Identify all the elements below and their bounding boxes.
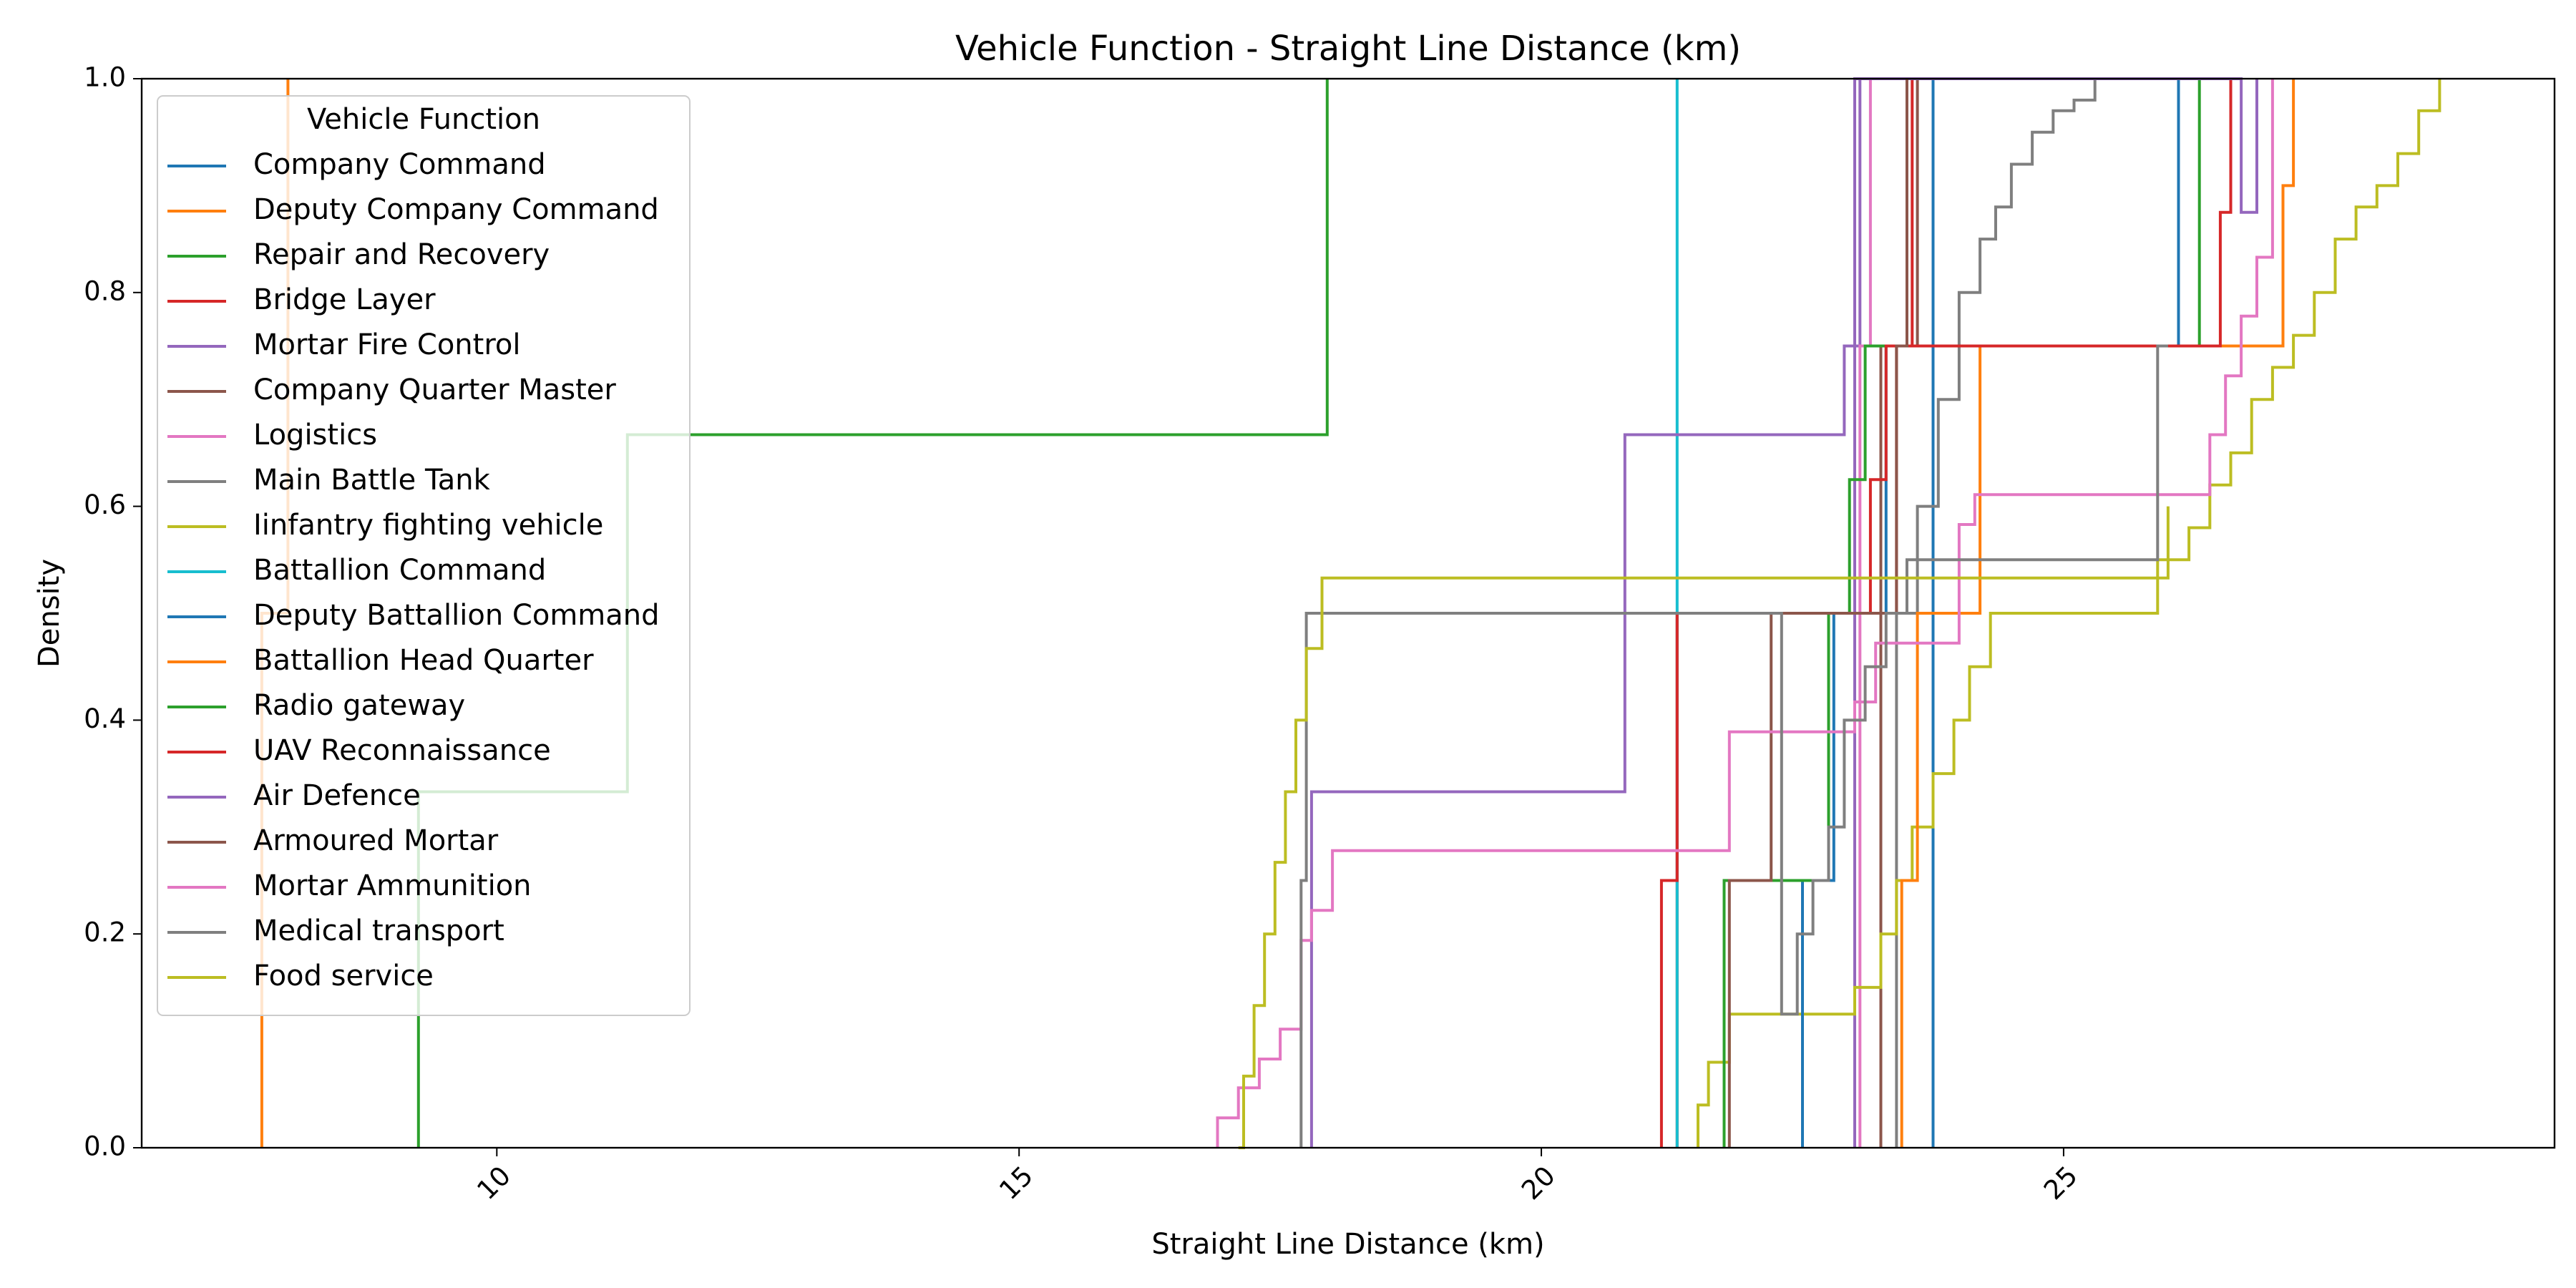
legend-label: Battallion Command (253, 554, 546, 587)
legend-label: Logistics (253, 419, 377, 452)
series-line-19 (1238, 506, 2170, 1149)
series-line-16 (1727, 79, 1908, 1148)
legend-label: Bridge Layer (253, 283, 436, 316)
series-line-9 (1697, 79, 2441, 1148)
legend-label: Medical transport (253, 914, 504, 947)
y-tick-label: 0.6 (84, 489, 126, 520)
y-tick-label: 1.0 (84, 62, 126, 93)
y-tick-label: 0.4 (84, 703, 126, 734)
legend-label: Mortar Fire Control (253, 328, 520, 361)
legend-box (157, 95, 691, 1016)
legend-label: Food service (253, 960, 434, 992)
y-axis: 0.0 0.2 0.4 0.6 0.8 1.0 (84, 62, 142, 1162)
series-line-17 (1216, 79, 2274, 1148)
series-line-15 (1309, 77, 2258, 1148)
legend-label: Deputy Company Command (253, 193, 659, 226)
legend-label: UAV Reconnaissance (253, 734, 551, 767)
legend-label: Mortar Ammunition (253, 869, 532, 902)
legend-label: Iinfantry fighting vehicle (253, 509, 603, 542)
legend-label: Main Battle Tank (253, 464, 491, 497)
legend-label: Repair and Recovery (253, 238, 550, 271)
legend-label: Company Quarter Master (253, 374, 616, 406)
x-axis-label: Straight Line Distance (km) (1151, 1228, 1544, 1261)
y-tick-label: 0.2 (84, 917, 126, 948)
legend-label: Company Command (253, 148, 546, 181)
series-line-5 (1853, 79, 1862, 1148)
series-line-8 (1895, 79, 2097, 1148)
legend-label: Deputy Battallion Command (253, 599, 660, 632)
legend: Vehicle Function Company Command Deputy Co… (157, 95, 691, 1016)
legend-label: Radio gateway (253, 689, 465, 722)
plot-frame (140, 77, 2556, 1149)
y-tick-label: 0.8 (84, 275, 126, 306)
series-line-14 (1659, 79, 2233, 1148)
series-line-18 (1299, 344, 2168, 1148)
legend-label: Armoured Mortar (253, 824, 499, 857)
y-tick-label: 0.0 (84, 1131, 126, 1162)
y-axis-label: Density (33, 559, 66, 668)
legend-label: Battallion Head Quarter (253, 644, 594, 677)
legend-label: Air Defence (253, 779, 421, 812)
chart-title: Vehicle Function - Straight Line Distanc… (955, 29, 1741, 69)
legend-title: Vehicle Function (307, 103, 540, 136)
